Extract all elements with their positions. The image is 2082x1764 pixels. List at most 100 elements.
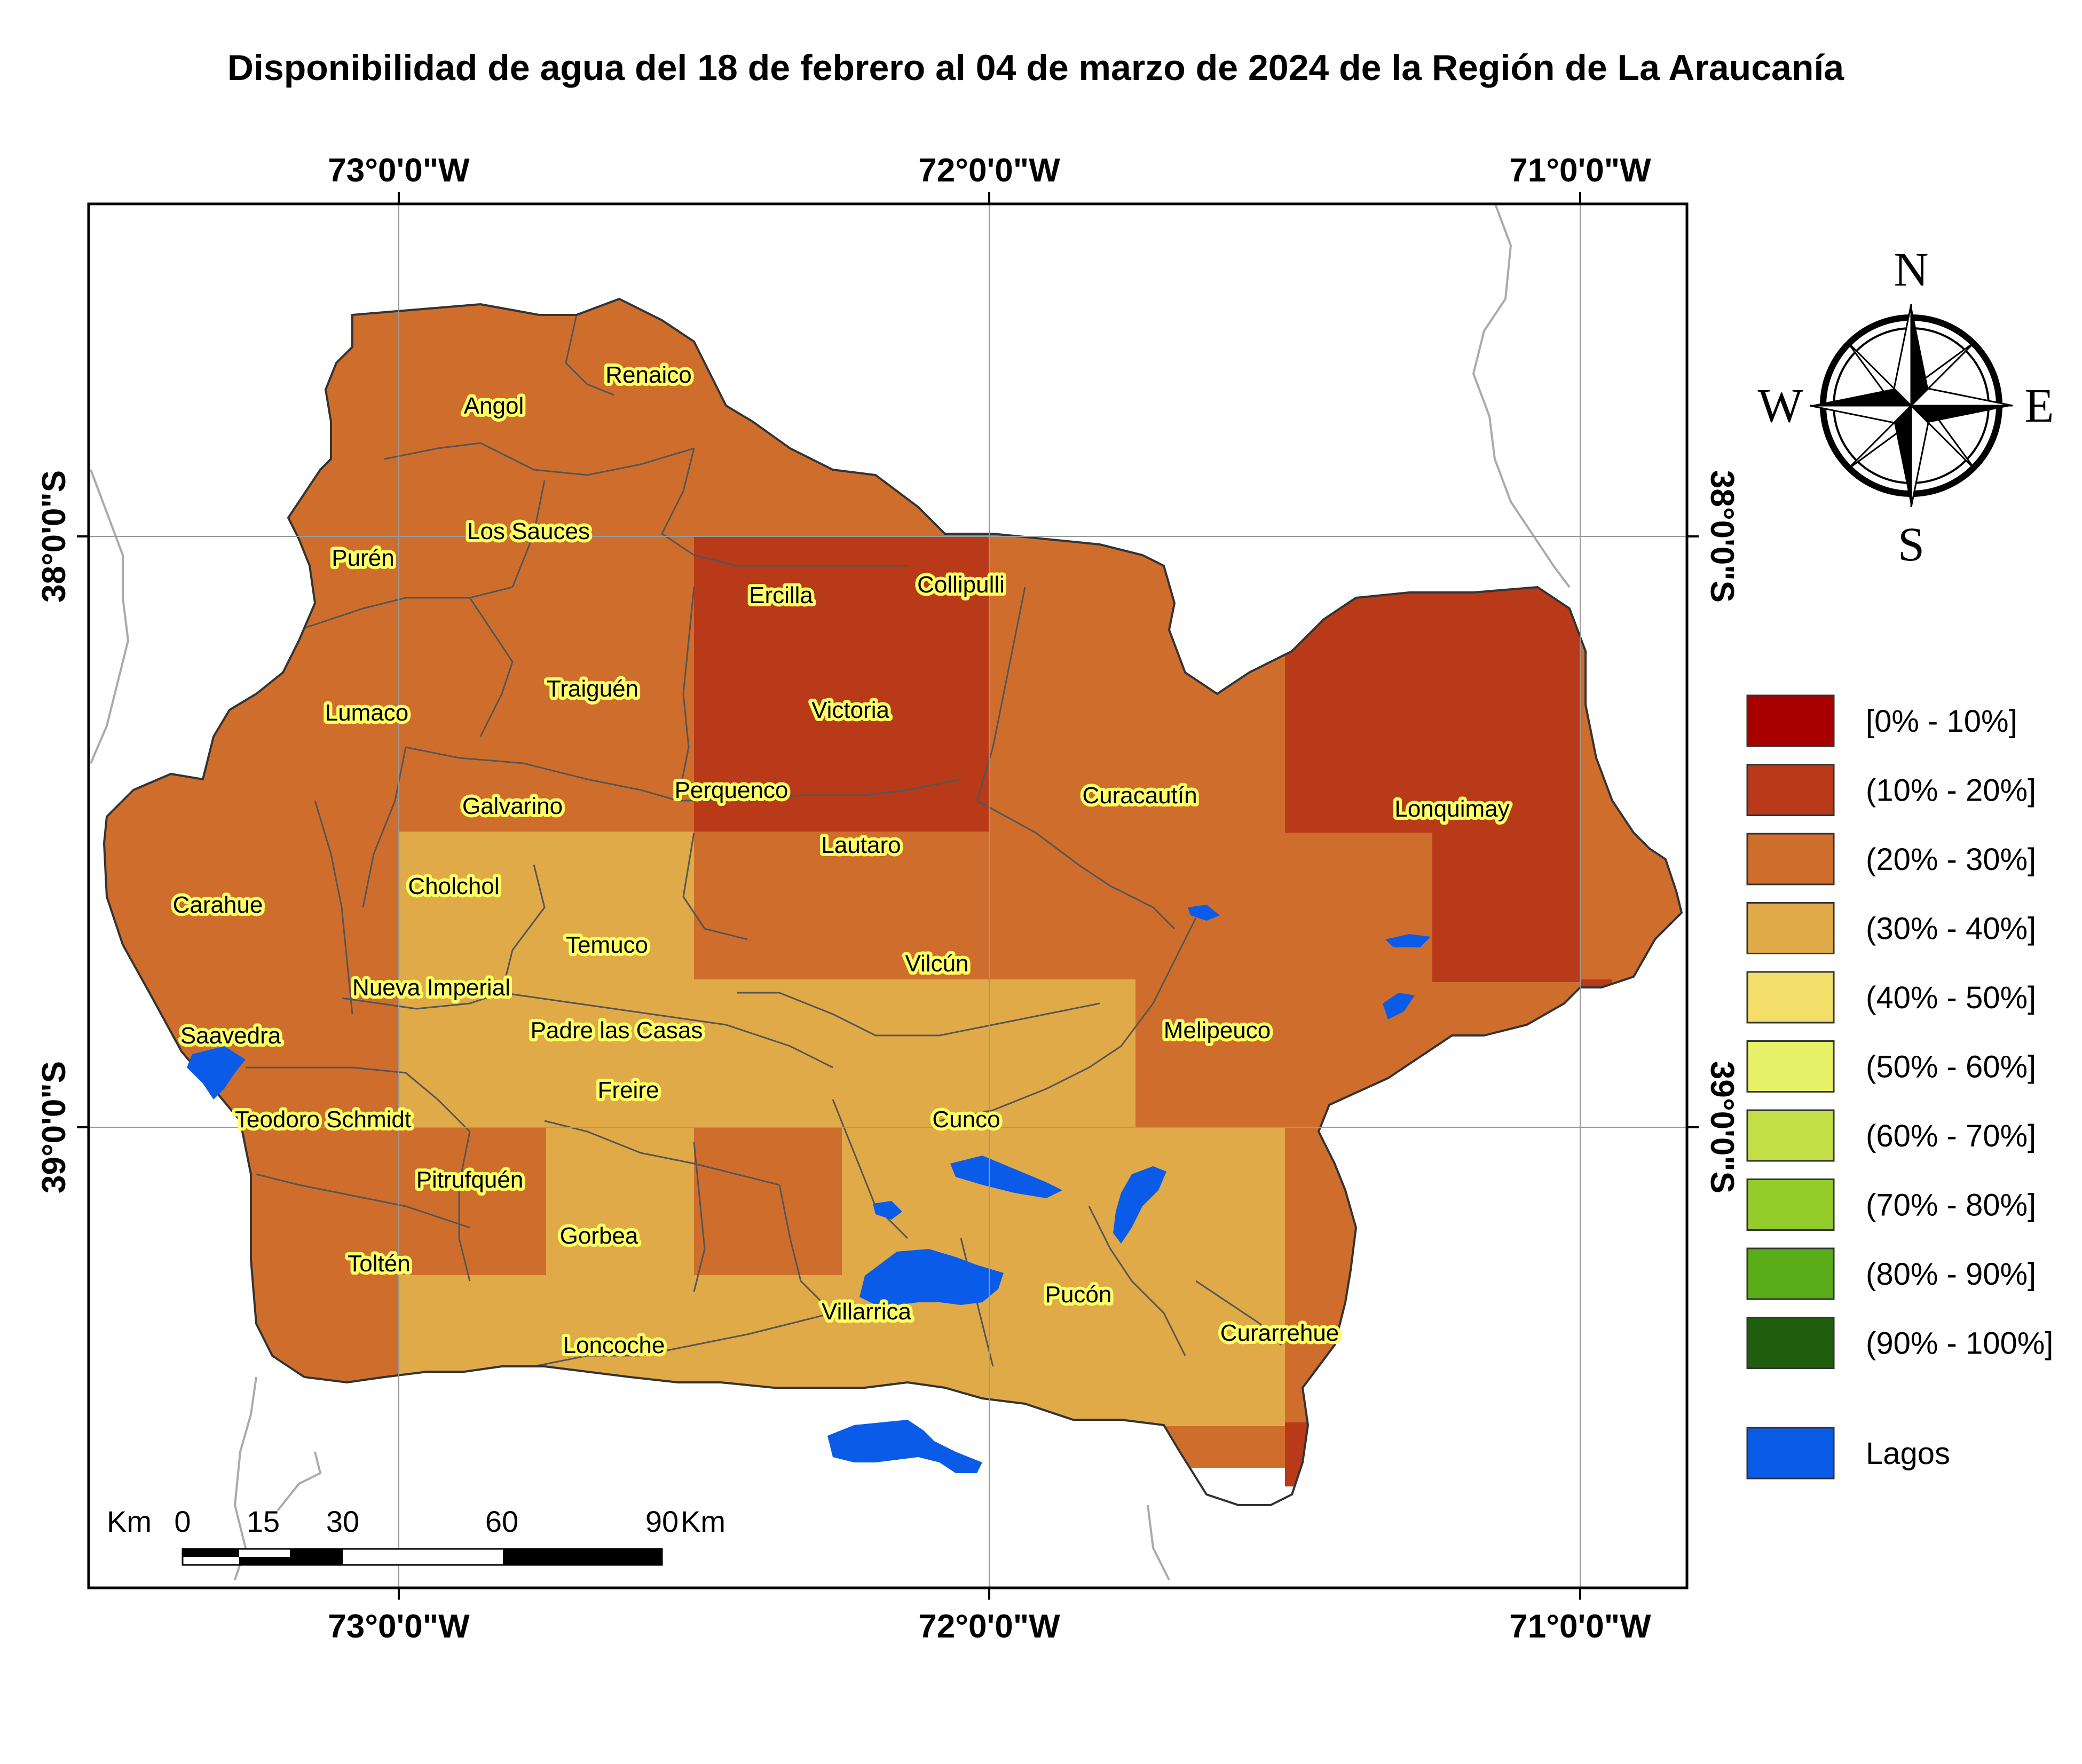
legend-label-9: (90% - 100%] (1866, 1326, 2053, 1361)
commune-boundaries (246, 314, 1282, 1367)
left-label-38s: 38°0'0"S (36, 470, 73, 603)
label-renaico: Renaico (605, 362, 691, 388)
label-pitrufquen: Pitrufquén (416, 1167, 524, 1193)
class-10-20-lonquimay-south (1432, 830, 1580, 982)
legend-label-1: (10% - 20%] (1866, 773, 2036, 808)
scale-bar: Km 0 15 30 60 90 Km (107, 1505, 725, 1566)
compass-s: S (1898, 518, 1925, 571)
legend-swatch-2 (1746, 833, 1835, 885)
lake-villarrica (859, 1249, 1004, 1305)
class-30-40-gorbea (546, 1127, 694, 1275)
label-loncoche: Loncoche (563, 1332, 665, 1358)
class-30-40-freire (399, 979, 1135, 1127)
bottom-label-73w: 73°0'0"W (328, 1608, 470, 1645)
label-temuco: Temuco (566, 932, 648, 958)
label-curarrehue: Curarrehue (1220, 1320, 1339, 1346)
label-collipulli: Collipulli (917, 572, 1005, 598)
right-label-38s: 38°0'0"S (1704, 470, 1740, 603)
lake-calafquen (827, 1420, 982, 1473)
bottom-coordinate-labels: 73°0'0"W 72°0'0"W 71°0'0"W (328, 1608, 1651, 1645)
compass-w: W (1758, 379, 1803, 432)
label-teodoro-schmidt: Teodoro Schmidt (235, 1106, 411, 1133)
class-10-20-victoria (694, 536, 989, 832)
scale-seg-2 (290, 1549, 343, 1565)
label-cholchol: Cholchol (408, 873, 499, 899)
scale-tick-15: 15 (247, 1505, 280, 1538)
frame-ticks (77, 192, 1699, 1600)
compass-cardinal-points (1809, 304, 2013, 508)
map-title: Disponibilidad de agua del 18 de febrero… (227, 48, 1844, 88)
scale-seg-1a (183, 1549, 239, 1557)
label-villarrica: Villarrica (822, 1299, 911, 1325)
label-victoria: Victoria (811, 697, 889, 723)
top-label-73w: 73°0'0"W (328, 152, 470, 189)
right-coordinate-labels: 38°0'0"S 39°0'0"S (1704, 470, 1740, 1193)
legend-label-3: (30% - 40%] (1866, 912, 2036, 946)
legend-label-7: (70% - 80%] (1866, 1188, 2036, 1223)
label-perquenco: Perquenco (675, 777, 788, 803)
compass-rose: N S E W (1758, 243, 2054, 571)
graticule (89, 204, 1687, 1588)
top-label-72w: 72°0'0"W (918, 152, 1060, 189)
scale-tick-60: 60 (485, 1505, 518, 1538)
map-frame (87, 202, 1689, 1589)
lake-budi (187, 1046, 246, 1099)
scale-seg-1b (239, 1557, 290, 1565)
scale-tick-0: 0 (174, 1505, 191, 1538)
label-vilcun: Vilcún (905, 951, 968, 977)
label-los-sauces: Los Sauces (467, 518, 590, 544)
legend-swatch-6 (1746, 1109, 1835, 1162)
left-label-39s: 39°0'0"S (36, 1061, 73, 1193)
label-melipeuco: Melipeuco (1164, 1017, 1271, 1043)
label-freire: Freire (598, 1077, 659, 1103)
label-padre-las-casas: Padre las Casas (531, 1017, 703, 1043)
top-coordinate-labels: 73°0'0"W 72°0'0"W 71°0'0"W (328, 152, 1651, 189)
label-saavedra: Saavedra (180, 1023, 281, 1049)
label-carahue: Carahue (173, 892, 263, 918)
lake-small-3 (1385, 934, 1431, 947)
legend-label-lakes: Lagos (1866, 1436, 1950, 1471)
label-lumaco: Lumaco (325, 700, 409, 726)
label-lonquimay: Lonquimay (1394, 796, 1509, 822)
scale-unit-left: Km (107, 1505, 152, 1538)
legend-swatch-7 (1746, 1178, 1835, 1231)
label-curacautin: Curacautín (1082, 782, 1197, 809)
label-tolten: Toltén (348, 1251, 410, 1277)
label-puren: Purén (332, 545, 394, 571)
lake-colico (950, 1156, 1062, 1198)
region-outline (102, 297, 1683, 1506)
legend-label-5: (50% - 60%] (1866, 1050, 2036, 1085)
label-pucon: Pucón (1045, 1282, 1112, 1308)
lakes (187, 905, 1431, 1473)
legend-items: [0% - 10%] (10% - 20%] (20% - 30%] (30% - 4… (1746, 694, 2053, 1369)
municipality-labels: Renaico Angol Los Sauces Purén Ercilla C… (170, 359, 1513, 1362)
legend-swatch-5 (1746, 1040, 1835, 1093)
label-angol: Angol (464, 393, 524, 419)
compass-e: E (2025, 379, 2054, 432)
legend: [0% - 10%] (10% - 20%] (20% - 30%] (30% - 4… (1746, 694, 2053, 1480)
legend-label-2: (20% - 30%] (1866, 842, 2036, 877)
class-30-40-temuco (399, 832, 694, 981)
scale-tick-90: 90 (645, 1505, 679, 1538)
label-traiguen: Traiguén (547, 676, 638, 702)
legend-label-0: [0% - 10%] (1866, 704, 2017, 739)
legend-swatch-8 (1746, 1247, 1835, 1300)
label-galvarino: Galvarino (462, 793, 563, 819)
class-10-20-lonquimay-north (1285, 587, 1580, 833)
top-label-71w: 71°0'0"W (1509, 152, 1651, 189)
class-10-20-south-tip (1285, 1422, 1317, 1486)
legend-swatch-9 (1746, 1317, 1835, 1369)
scale-tick-30: 30 (326, 1505, 359, 1538)
bottom-label-71w: 71°0'0"W (1509, 1608, 1651, 1645)
label-nueva-imperial: Nueva Imperial (352, 975, 510, 1001)
compass-n: N (1894, 243, 1929, 296)
label-lautaro: Lautaro (821, 832, 901, 858)
legend-swatch-lakes (1746, 1427, 1835, 1480)
lake-caburgua (1113, 1166, 1166, 1244)
legend-swatch-0 (1746, 694, 1835, 747)
label-gorbea: Gorbea (560, 1223, 638, 1249)
lake-small-1 (873, 1201, 902, 1220)
scale-seg-4 (503, 1549, 662, 1565)
